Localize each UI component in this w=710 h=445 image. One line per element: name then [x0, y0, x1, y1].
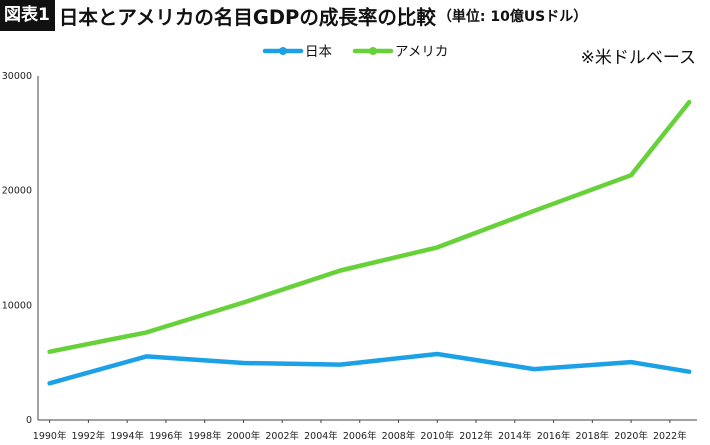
data-point	[145, 354, 149, 358]
chart-unit: （単位: 10億USドル）	[437, 8, 588, 25]
x-tick-label: 1992年	[72, 430, 106, 442]
y-tick-label: 30000	[2, 71, 32, 82]
data-point	[145, 330, 149, 334]
data-point	[48, 350, 52, 354]
x-tick-label: 2002年	[265, 430, 299, 442]
y-tick-label: 10000	[2, 300, 32, 311]
legend-label: アメリカ	[395, 44, 448, 60]
x-tick-label: 1998年	[188, 430, 222, 442]
x-tick-label: 2008年	[382, 430, 416, 442]
x-tick-label: 1994年	[110, 430, 144, 442]
data-point	[435, 352, 439, 356]
data-point	[687, 370, 691, 374]
x-tick-label: 2016年	[537, 430, 571, 442]
currency-note: ※米ドルベース	[580, 48, 696, 68]
data-point	[629, 360, 633, 364]
x-tick-label: 1996年	[149, 430, 183, 442]
data-point	[241, 361, 245, 365]
data-point	[338, 268, 342, 272]
x-tick-label: 2004年	[304, 430, 338, 442]
data-point	[435, 245, 439, 249]
series-line-0	[47, 351, 692, 386]
data-point	[48, 381, 52, 385]
legend-marker	[369, 47, 377, 55]
series-line-1	[47, 99, 692, 354]
legend-label: 日本	[305, 44, 332, 60]
chart-title: 日本とアメリカの名目GDPの成長率の比較	[58, 6, 436, 29]
x-tick-label: 2012年	[459, 430, 493, 442]
data-point	[687, 100, 691, 104]
chart-header: 図表1 日本とアメリカの名目GDPの成長率の比較 （単位: 10億USドル）	[0, 0, 587, 31]
data-point	[629, 173, 633, 177]
legend-marker	[279, 47, 287, 55]
x-tick-label: 1990年	[33, 430, 67, 442]
x-tick-label: 2022年	[653, 430, 687, 442]
x-tick-label: 2020年	[614, 430, 648, 442]
data-point	[532, 367, 536, 371]
figure-label: 図表1	[0, 0, 55, 31]
data-point	[241, 300, 245, 304]
y-tick-label: 0	[26, 415, 32, 426]
x-tick-label: 2010年	[420, 430, 454, 442]
y-tick-label: 20000	[2, 186, 32, 197]
x-tick-label: 2018年	[575, 430, 609, 442]
x-tick-label: 2006年	[343, 430, 377, 442]
x-tick-label: 2000年	[227, 430, 261, 442]
x-tick-label: 2014年	[498, 430, 532, 442]
data-point	[338, 363, 342, 367]
data-point	[532, 209, 536, 213]
